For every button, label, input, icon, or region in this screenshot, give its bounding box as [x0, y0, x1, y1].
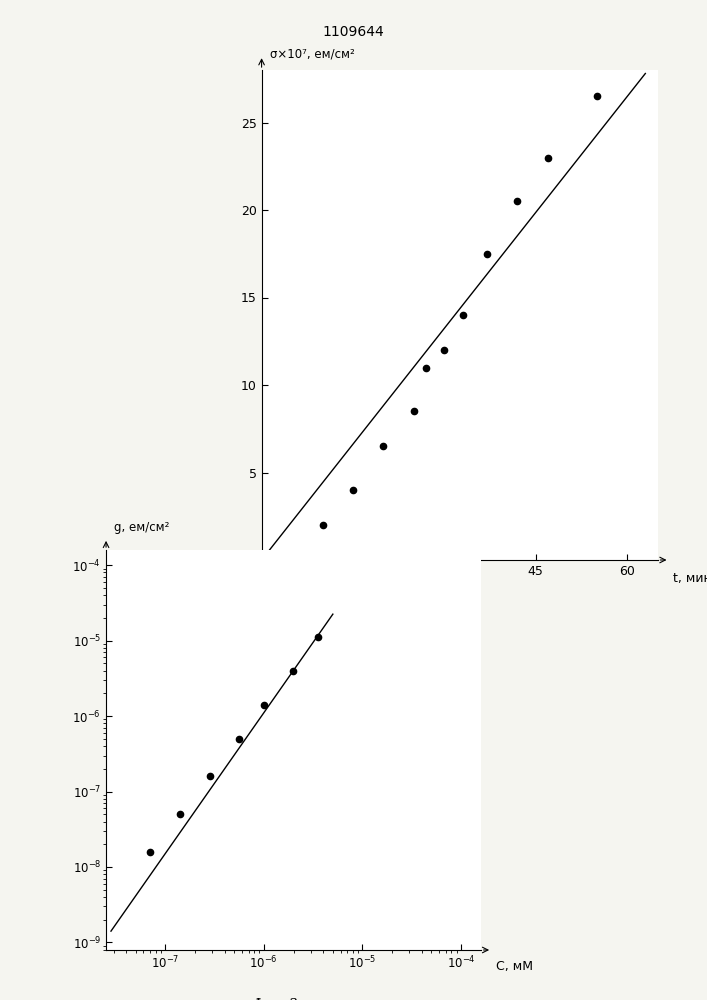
Text: Φиз. 3: Φиз. 3 [252, 998, 298, 1000]
Text: C, мМ: C, мМ [496, 960, 533, 973]
Text: Φиз. 2: Φиз. 2 [417, 594, 462, 608]
Text: 1109644: 1109644 [322, 25, 385, 39]
Text: t, мин: t, мин [673, 572, 707, 585]
Text: g, ем/см²: g, ем/см² [114, 521, 169, 534]
Text: σ×10⁷, ем/см²: σ×10⁷, ем/см² [269, 47, 354, 60]
